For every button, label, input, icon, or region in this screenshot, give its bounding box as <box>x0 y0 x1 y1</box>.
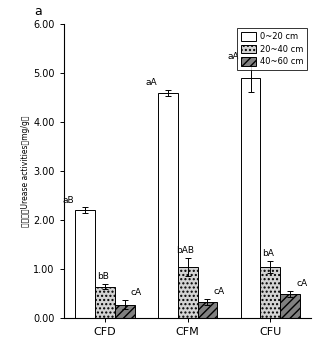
Legend: 0~20 cm, 20~40 cm, 40~60 cm: 0~20 cm, 20~40 cm, 40~60 cm <box>237 28 307 70</box>
Text: bAB: bAB <box>177 246 195 255</box>
Text: aB: aB <box>62 196 74 204</box>
Bar <box>178 267 197 318</box>
Text: cA: cA <box>296 279 307 288</box>
Text: bA: bA <box>262 249 274 258</box>
Text: a: a <box>34 5 42 18</box>
Bar <box>261 267 280 318</box>
Text: bB: bB <box>97 272 109 281</box>
Bar <box>280 294 300 318</box>
Bar <box>158 93 178 318</box>
Text: cA: cA <box>131 288 142 297</box>
Text: cA: cA <box>213 287 224 296</box>
Bar <box>95 286 115 318</box>
Text: aA: aA <box>145 78 157 87</box>
Bar <box>115 305 135 318</box>
Y-axis label: 脿酶活性Urease activities（mg/g）: 脿酶活性Urease activities（mg/g） <box>22 115 30 227</box>
Bar <box>241 78 261 318</box>
Text: aA: aA <box>228 52 240 61</box>
Bar <box>75 210 95 318</box>
Bar <box>197 302 217 318</box>
